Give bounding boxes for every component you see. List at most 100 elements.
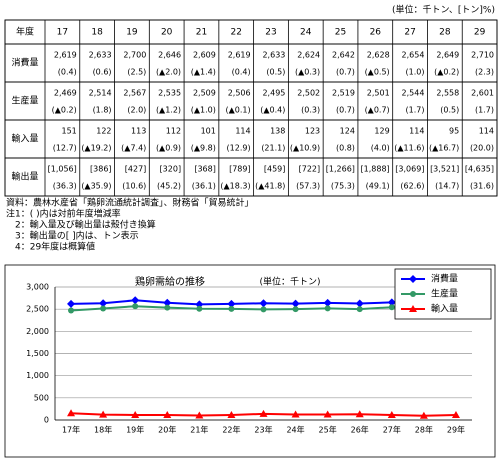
x-tick-label: 20年 <box>158 425 176 435</box>
cell-rate: (0.7) <box>336 68 355 77</box>
point <box>409 275 417 283</box>
cell-value: 2,619 <box>54 51 77 60</box>
cell-value: [427] <box>125 165 147 174</box>
point <box>410 291 416 297</box>
point <box>132 303 139 310</box>
cell-rate: (0.3) <box>301 106 320 115</box>
cell-value: 2,535 <box>158 89 181 98</box>
y-tick-label: 2,500 <box>26 305 49 314</box>
cell-rate: (▲0.1) <box>225 106 250 115</box>
x-tick-label: 27年 <box>383 425 401 435</box>
legend-label: 生産量 <box>431 288 458 300</box>
cell-rate: (12.7) <box>53 144 77 153</box>
legend-label: 輸入量 <box>431 303 458 315</box>
cell-rate: (2.3) <box>475 68 494 77</box>
cell-rate: (▲41.8) <box>255 182 285 191</box>
cell-rate: (36.1) <box>192 182 216 191</box>
cell-rate: (75.3) <box>331 182 355 191</box>
cell-value: 2,567 <box>123 89 146 98</box>
point <box>67 409 76 417</box>
cell-value: [1,266] <box>326 165 355 174</box>
chart-subtitle: (単位：千トン) <box>259 276 320 288</box>
cell-rate: (0.5) <box>440 106 459 115</box>
x-tick-label: 21年 <box>190 425 208 435</box>
cell-value: 95 <box>449 127 459 136</box>
cell-rate: (1.7) <box>475 106 494 115</box>
cell-value: 2,633 <box>262 51 285 60</box>
cell-rate: (▲10.9) <box>290 144 320 153</box>
year-label: 20 <box>161 28 173 38</box>
cell-value: 124 <box>340 127 355 136</box>
cell-rate: (21.1) <box>261 144 285 153</box>
cell-rate: (31.6) <box>470 182 494 191</box>
cell-value: 2,649 <box>436 51 459 60</box>
point <box>195 300 204 309</box>
cell-value: [1,056] <box>48 165 77 174</box>
chart-frame <box>4 264 496 458</box>
y-tick-label: 2,000 <box>26 327 49 336</box>
x-tick-label: 28年 <box>415 425 433 435</box>
cell-rate: (57.3) <box>296 182 320 191</box>
cell-rate: (▲35.9) <box>81 182 111 191</box>
year-label: 28 <box>439 28 451 38</box>
cell-value: 2,642 <box>332 51 355 60</box>
y-tick-label: 3,000 <box>26 283 49 292</box>
cell-rate: (▲1.4) <box>191 68 216 77</box>
year-label: 19 <box>126 28 138 38</box>
point <box>292 306 299 313</box>
row-label: 生産量 <box>11 95 38 107</box>
cell-rate: (36.3) <box>53 182 77 191</box>
cell-value: 2,601 <box>471 89 494 98</box>
point <box>409 305 417 312</box>
y-tick-label: 500 <box>34 393 49 402</box>
point <box>68 307 75 314</box>
cell-rate: (▲19.2) <box>81 144 111 153</box>
cell-rate: (▲0.7) <box>365 106 390 115</box>
cell-rate: (▲11.6) <box>394 144 424 153</box>
y-tick-label: 1,500 <box>26 349 49 358</box>
cell-value: [4,635] <box>465 165 494 174</box>
cell-value: 151 <box>61 127 76 136</box>
point <box>451 410 460 418</box>
table-header-bg <box>4 19 498 45</box>
year-label: 29 <box>474 28 486 38</box>
cell-value: 101 <box>201 127 216 136</box>
point <box>387 410 396 418</box>
point <box>291 299 300 308</box>
point <box>67 299 76 308</box>
cell-rate: (20.0) <box>470 144 494 153</box>
cell-value: 113 <box>131 127 146 136</box>
note: 4：29年度は概算値 <box>6 241 95 253</box>
cell-value: 2,514 <box>89 89 112 98</box>
cell-rate: (0.7) <box>336 106 355 115</box>
point <box>164 304 171 311</box>
y-tick-label: 0 <box>44 416 49 425</box>
cell-value: [320] <box>160 165 182 174</box>
cell-value: 114 <box>235 127 250 136</box>
x-tick-label: 25年 <box>319 425 337 435</box>
cell-rate: (▲0.5) <box>365 68 390 77</box>
cell-value: 2,506 <box>228 89 251 98</box>
cell-rate: (0.6) <box>93 68 112 77</box>
point <box>323 410 332 418</box>
cell-rate: (▲0.9) <box>156 144 181 153</box>
cell-value: 2,619 <box>228 51 251 60</box>
cell-value: [386] <box>90 165 112 174</box>
table-outer <box>4 19 498 197</box>
year-label: 24 <box>300 28 312 38</box>
x-tick-label: 26年 <box>351 425 369 435</box>
x-tick-label: 29年 <box>447 425 465 435</box>
cell-value: [3,521] <box>430 165 459 174</box>
year-label: 17 <box>57 28 68 38</box>
cell-rate: (▲9.8) <box>191 144 216 153</box>
point <box>324 305 331 312</box>
cell-value: 2,495 <box>262 89 285 98</box>
cell-rate: (49.1) <box>366 182 390 191</box>
x-tick-label: 19年 <box>126 425 144 435</box>
year-label: 23 <box>265 28 276 38</box>
cell-value: [368] <box>194 165 216 174</box>
cell-value: 2,633 <box>89 51 112 60</box>
year-label: 25 <box>335 28 346 38</box>
point <box>131 296 140 305</box>
year-label: 27 <box>404 28 415 38</box>
